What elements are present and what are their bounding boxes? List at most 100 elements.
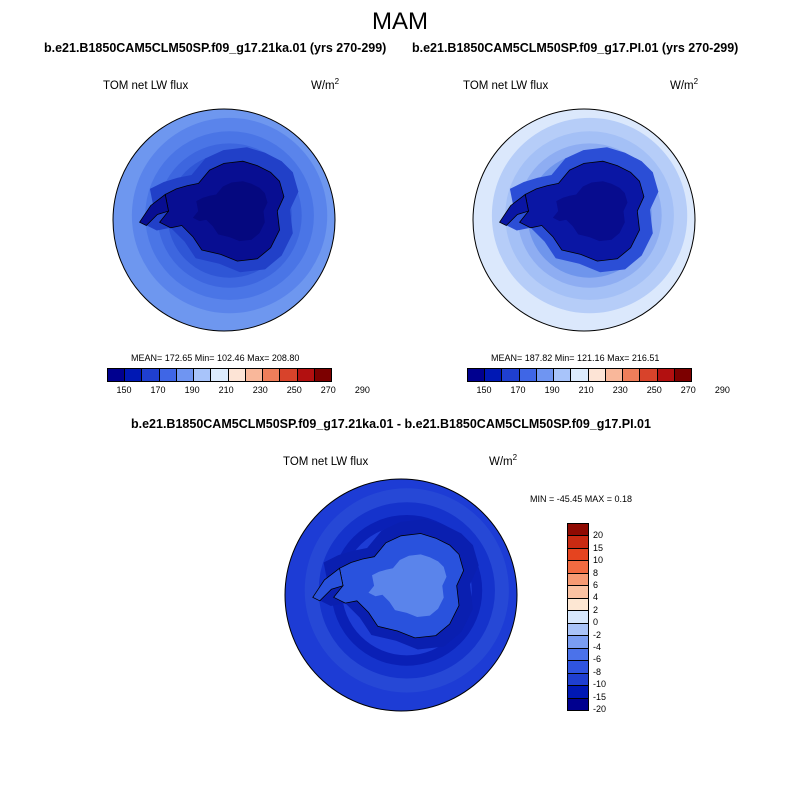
colorbar-swatch <box>640 369 658 381</box>
colorbar-swatch <box>502 369 520 381</box>
colorbar-swatch <box>568 661 588 674</box>
map-border <box>112 108 336 332</box>
antarctic-peninsula <box>139 193 169 226</box>
colorbar-swatch <box>568 636 588 649</box>
colorbar-swatch <box>536 369 555 381</box>
colorbar-swatch <box>674 369 692 381</box>
right-variable-label: TOM net LW flux <box>463 80 549 92</box>
colorbar-swatch <box>280 369 298 381</box>
colorbar-tick-label: 290 <box>714 385 730 395</box>
colorbar-swatch <box>568 698 588 711</box>
right-polar-map <box>472 108 696 332</box>
diff-units-label: W/m2 <box>489 453 518 468</box>
colorbar-tick-label: 150 <box>116 385 132 395</box>
colorbar-swatch <box>568 536 588 549</box>
diff-polar-map <box>284 478 518 712</box>
colorbar-swatch <box>657 369 675 381</box>
colorbar-swatch <box>211 369 229 381</box>
colorbar-tick-label: -4 <box>593 642 602 652</box>
colorbar-swatch <box>568 598 588 612</box>
colorbar-swatch <box>568 524 588 537</box>
colorbar-swatch <box>228 369 246 381</box>
colorbar-tick-label: 10 <box>593 555 604 566</box>
colorbar-swatch <box>125 369 143 381</box>
colorbar-swatch <box>194 369 212 381</box>
colorbar-tick-label: -15 <box>593 691 607 702</box>
colorbar-swatch <box>568 686 588 699</box>
colorbar-swatch <box>623 369 641 381</box>
colorbar-tick-label: 250 <box>646 385 662 395</box>
colorbar-tick-label: 210 <box>578 385 594 395</box>
diff-variable-label: TOM net LW flux <box>283 456 369 468</box>
right-colorbar <box>467 368 692 382</box>
colorbar-tick-label: 210 <box>218 385 234 395</box>
colorbar-tick-label: 15 <box>593 542 604 553</box>
colorbar-swatch <box>554 369 572 381</box>
diff-colorbar-ticks: 20 15 10 8 6 4 2 0 -2 -4 -6 -8 -10 -15 -20 <box>593 523 623 714</box>
colorbar-swatch <box>588 369 606 381</box>
colorbar-tick-label: -8 <box>593 666 602 677</box>
colorbar-tick-label: 4 <box>593 592 599 603</box>
colorbar-swatch <box>176 369 195 381</box>
continent-interior <box>552 181 628 242</box>
colorbar-swatch <box>468 369 486 381</box>
colorbar-swatch <box>519 369 537 381</box>
colorbar-swatch <box>571 369 589 381</box>
colorbar-tick-label: 190 <box>544 385 560 395</box>
map-border <box>284 478 518 712</box>
colorbar-swatch <box>314 369 332 381</box>
right-units-label: W/m2 <box>670 77 699 92</box>
colorbar-swatch <box>263 369 281 381</box>
colorbar-swatch <box>568 611 588 624</box>
colorbar-swatch <box>142 369 160 381</box>
colorbar-swatch <box>159 369 177 381</box>
colorbar-swatch <box>568 573 588 587</box>
left-stats: MEAN= 172.65 Min= 102.46 Max= 208.80 <box>131 353 300 363</box>
colorbar-swatch <box>108 369 126 381</box>
left-colorbar <box>107 368 332 382</box>
right-panel-title: b.e21.B1850CAM5CLM50SP.f09_g17.PI.01 (yr… <box>412 41 739 55</box>
colorbar-swatch <box>568 561 588 574</box>
colorbar-tick-label: 290 <box>354 385 370 395</box>
left-variable-label: TOM net LW flux <box>103 80 189 92</box>
colorbar-swatch <box>568 673 588 687</box>
colorbar-swatch <box>485 369 503 381</box>
colorbar-tick-label: -6 <box>593 654 602 665</box>
colorbar-tick-label: 150 <box>476 385 492 395</box>
colorbar-tick-label: 270 <box>320 385 336 395</box>
colorbar-tick-label: 20 <box>593 530 604 541</box>
continent-interior <box>368 554 447 617</box>
colorbar-tick-label: 230 <box>612 385 628 395</box>
antarctic-peninsula <box>499 193 529 226</box>
colorbar-tick-label: 2 <box>593 604 599 615</box>
colorbar-swatch <box>297 369 315 381</box>
colorbar-tick-label: 6 <box>593 580 599 590</box>
colorbar-tick-label: 270 <box>680 385 696 395</box>
colorbar-swatch <box>568 623 588 637</box>
right-stats: MEAN= 187.82 Min= 121.16 Max= 216.51 <box>491 353 660 363</box>
colorbar-swatch <box>605 369 624 381</box>
diff-stats: MIN = -45.45 MAX = 0.18 <box>530 494 633 504</box>
antarctic-peninsula <box>312 567 344 602</box>
colorbar-tick-label: 170 <box>150 385 166 395</box>
colorbar-swatch <box>568 648 588 662</box>
left-panel-title: b.e21.B1850CAM5CLM50SP.f09_g17.21ka.01 (… <box>44 41 387 55</box>
colorbar-tick-label: -10 <box>593 679 607 690</box>
colorbar-tick-label: 0 <box>593 617 599 628</box>
colorbar-tick-label: -2 <box>593 629 602 640</box>
left-units-label: W/m2 <box>311 77 340 92</box>
colorbar-swatch <box>568 586 588 599</box>
left-colorbar-ticks: 150 170 190 210 230 250 270 290 <box>107 385 370 397</box>
colorbar-tick-label: -20 <box>593 704 607 714</box>
colorbar-tick-label: 170 <box>510 385 526 395</box>
colorbar-swatch <box>568 548 588 562</box>
colorbar-swatch <box>245 369 264 381</box>
right-colorbar-ticks: 150 170 190 210 230 250 270 290 <box>467 385 730 397</box>
continent-interior <box>192 181 268 242</box>
left-polar-map <box>112 108 336 332</box>
figure-season-title: MAM <box>372 8 428 35</box>
colorbar-tick-label: 230 <box>252 385 268 395</box>
diff-panel-title: b.e21.B1850CAM5CLM50SP.f09_g17.21ka.01 -… <box>131 417 651 431</box>
colorbar-tick-label: 190 <box>184 385 200 395</box>
colorbar-tick-label: 250 <box>286 385 302 395</box>
